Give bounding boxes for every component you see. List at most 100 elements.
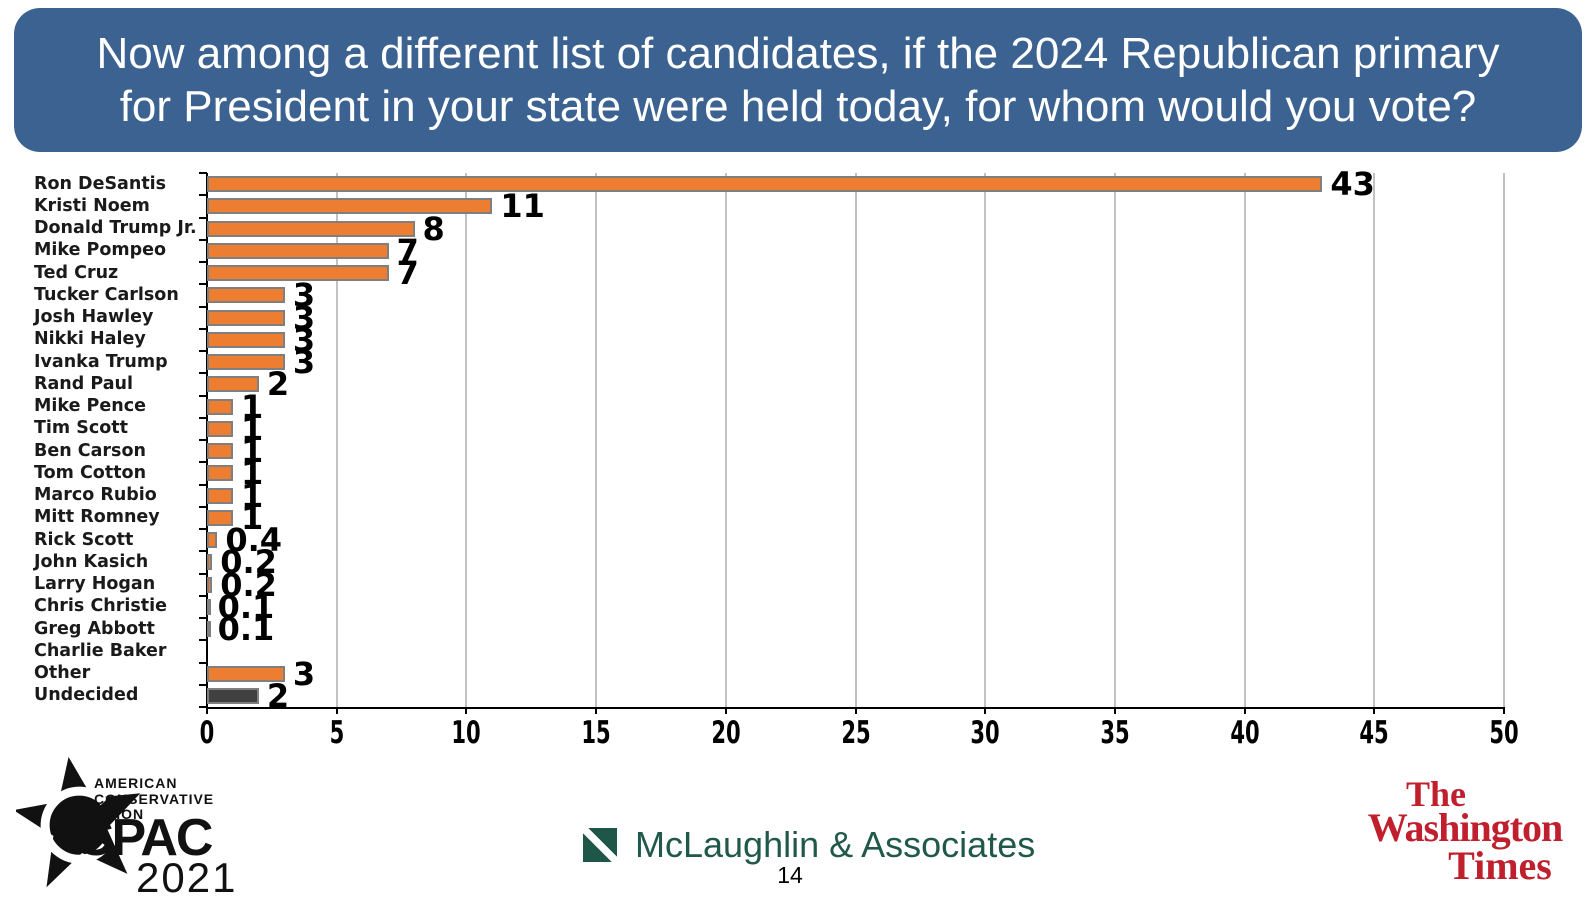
- y-axis-tick: [199, 594, 207, 597]
- cpac-star-icon: [16, 756, 141, 888]
- cpac-year: 2021: [136, 854, 238, 901]
- category-label: Mike Pompeo: [34, 240, 167, 261]
- acu-line-3: UNION: [94, 806, 145, 822]
- x-tick-label: 50: [1489, 715, 1519, 751]
- x-tick-label: 25: [840, 715, 871, 751]
- acu-org-text: AMERICAN CONSERVATIVE UNION: [94, 775, 215, 823]
- category-label: Chris Christie: [34, 596, 168, 617]
- y-axis-tick: [199, 305, 207, 308]
- category-label: Ted Cruz: [34, 262, 119, 283]
- value-label: 8: [422, 209, 445, 248]
- page-number: 14: [777, 862, 803, 888]
- gridline: [1503, 173, 1505, 707]
- y-axis-tick: [199, 327, 207, 330]
- gridline: [1373, 173, 1376, 707]
- bar: [207, 687, 259, 704]
- value-label: 11: [500, 187, 545, 226]
- x-axis-tick: [1373, 707, 1376, 714]
- category-label: Tom Cotton: [34, 462, 147, 483]
- bar: [207, 487, 233, 504]
- bar: [207, 376, 259, 393]
- category-label: Other: [34, 663, 91, 684]
- x-axis-tick: [206, 707, 208, 714]
- x-tick-label: 0: [199, 715, 215, 751]
- mclaughlin-name: McLaughlin & Associates: [635, 824, 1036, 865]
- value-label: 3: [292, 343, 316, 382]
- category-label: Josh Hawley: [34, 307, 154, 328]
- value-label: 3: [292, 654, 316, 693]
- y-axis-tick: [199, 550, 207, 553]
- value-label: 3: [292, 298, 316, 337]
- x-tick-label: 40: [1229, 715, 1260, 751]
- acu-line-2: CONSERVATIVE: [94, 790, 215, 807]
- bar: [207, 287, 285, 304]
- bar: [207, 198, 493, 215]
- x-tick-label: 35: [1100, 715, 1130, 751]
- cpac-wordmark: CPAC: [76, 809, 213, 867]
- gridline: [1243, 173, 1246, 707]
- category-label: Mike Pence: [34, 396, 146, 417]
- x-tick-label: 10: [451, 715, 482, 751]
- value-label: 0.2: [220, 565, 277, 604]
- category-label: Donald Trump Jr.: [34, 218, 197, 239]
- x-tick-label: 45: [1359, 715, 1389, 751]
- x-axis-tick: [854, 707, 857, 714]
- gridline: [984, 173, 987, 707]
- bar: [207, 398, 233, 415]
- category-label: Tim Scott: [34, 418, 128, 439]
- washington-times-logo: The Washington Times: [1360, 776, 1570, 886]
- value-label: 2: [266, 365, 290, 404]
- bar: [207, 665, 285, 682]
- category-label: Larry Hogan: [34, 574, 156, 595]
- y-axis-tick: [199, 238, 207, 241]
- bar: [207, 220, 415, 237]
- y-axis-tick: [199, 194, 207, 197]
- category-label: Ivanka Trump: [34, 351, 168, 372]
- gridline: [335, 173, 338, 707]
- category-label: Ben Carson: [34, 440, 146, 461]
- value-label: 1: [240, 498, 264, 537]
- y-axis-tick: [199, 416, 207, 419]
- x-tick-label: 15: [581, 715, 611, 751]
- x-axis-tick: [1113, 707, 1116, 714]
- category-label: Undecided: [34, 685, 139, 706]
- category-label: Tucker Carlson: [34, 284, 179, 305]
- y-axis-tick: [199, 505, 207, 508]
- y-axis-tick: [199, 172, 207, 174]
- category-label: Marco Rubio: [34, 485, 157, 506]
- gridline: [465, 173, 468, 707]
- mclaughlin-square-icon: [583, 828, 617, 862]
- y-axis-tick: [199, 216, 207, 219]
- category-label: Mitt Romney: [34, 507, 160, 528]
- x-axis-tick: [984, 707, 987, 714]
- y-axis-line: [206, 173, 208, 709]
- x-axis-tick: [465, 707, 468, 714]
- category-label: Kristi Noem: [34, 195, 150, 216]
- gridline: [595, 173, 598, 707]
- y-axis-tick: [199, 283, 207, 286]
- bar: [207, 331, 285, 348]
- value-label: 1: [240, 409, 264, 448]
- value-label: 0.1: [217, 610, 275, 649]
- value-label: 7: [396, 254, 419, 293]
- x-tick-label: 5: [329, 715, 345, 751]
- value-label: 43: [1330, 165, 1375, 204]
- value-label: 1: [240, 432, 264, 471]
- x-axis-tick: [1503, 707, 1505, 714]
- bar: [207, 465, 233, 482]
- category-label: Greg Abbott: [34, 618, 155, 639]
- value-label: 3: [292, 320, 316, 359]
- y-axis-tick: [199, 350, 207, 352]
- y-axis-tick: [199, 572, 207, 575]
- y-axis-tick: [199, 461, 207, 464]
- wt-line-washington: Washington: [1367, 805, 1564, 850]
- x-tick-label: 30: [970, 715, 1000, 751]
- gridline: [1113, 173, 1116, 707]
- bar: [207, 354, 285, 371]
- category-label: Ron DeSantis: [34, 173, 167, 194]
- question-banner: Now among a different list of candidates…: [14, 8, 1582, 152]
- bar: [207, 554, 213, 571]
- value-label: 0.1: [217, 587, 275, 626]
- bar: [207, 532, 218, 549]
